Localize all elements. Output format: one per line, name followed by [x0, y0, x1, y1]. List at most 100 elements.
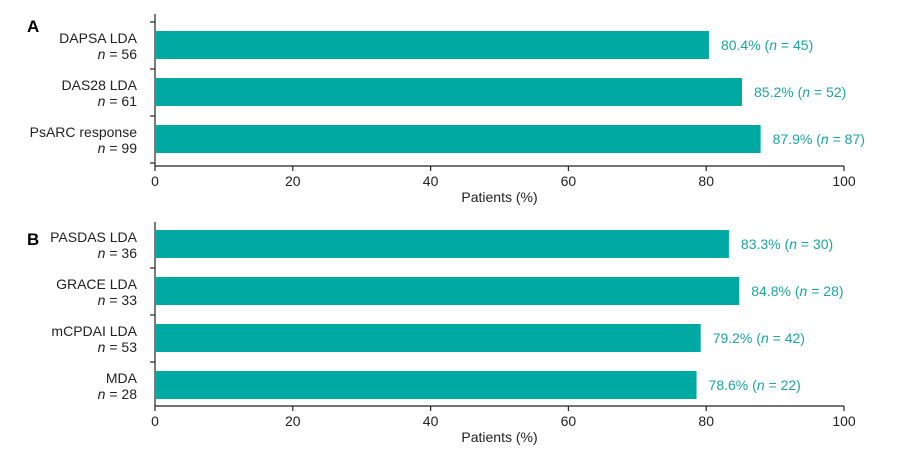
n-symbol: n: [757, 377, 765, 393]
data-label: 84.8% (n = 28): [751, 283, 843, 299]
equals-sign: =: [797, 236, 813, 252]
n-symbol: n: [789, 236, 797, 252]
paren-close: ): [829, 236, 834, 252]
n-symbol: n: [821, 131, 829, 147]
category-label: PsARC response: [30, 124, 138, 140]
equals-sign: =: [105, 46, 121, 62]
data-label-percent: 87.9%: [773, 131, 813, 147]
equals-sign: =: [810, 84, 826, 100]
data-label: 83.3% (n = 30): [741, 236, 833, 252]
sample-size-label: n = 28: [98, 386, 138, 402]
paren-close: ): [809, 37, 814, 53]
equals-sign: =: [105, 93, 121, 109]
equals-sign: =: [807, 283, 823, 299]
x-tick-label: 60: [561, 413, 577, 429]
category-label: DAS28 LDA: [62, 77, 138, 93]
sample-size-label: n = 33: [98, 292, 138, 308]
equals-sign: =: [105, 140, 121, 156]
data-label-n: 30: [813, 236, 829, 252]
data-label: 78.6% (n = 22): [709, 377, 801, 393]
equals-sign: =: [105, 292, 121, 308]
sample-size-label: n = 99: [98, 140, 138, 156]
x-tick-label: 0: [151, 173, 159, 189]
sample-size-value: 33: [121, 292, 137, 308]
paren-open: (: [791, 283, 800, 299]
n-symbol: n: [98, 245, 106, 261]
sample-size-value: 99: [121, 140, 137, 156]
data-label-percent: 79.2%: [713, 330, 753, 346]
data-label-percent: 85.2%: [754, 84, 794, 100]
data-label-n: 52: [826, 84, 842, 100]
sample-size-label: n = 61: [98, 93, 138, 109]
bar: [156, 371, 697, 399]
sample-size-value: 36: [121, 245, 137, 261]
n-symbol: n: [800, 283, 808, 299]
panel-letter: A: [27, 17, 39, 36]
paren-open: (: [761, 37, 770, 53]
x-axis-title: Patients (%): [461, 189, 537, 205]
n-symbol: n: [98, 292, 106, 308]
n-symbol: n: [98, 386, 106, 402]
data-label-n: 87: [845, 131, 861, 147]
x-tick-label: 0: [151, 413, 159, 429]
n-symbol: n: [98, 339, 106, 355]
x-axis-title: Patients (%): [461, 429, 537, 445]
data-label-n: 28: [823, 283, 839, 299]
equals-sign: =: [765, 377, 781, 393]
x-tick-label: 40: [423, 173, 439, 189]
paren-open: (: [794, 84, 803, 100]
data-label: 80.4% (n = 45): [721, 37, 813, 53]
data-label-percent: 83.3%: [741, 236, 781, 252]
sample-size-label: n = 36: [98, 245, 138, 261]
bar: [156, 277, 740, 305]
x-tick-label: 20: [285, 173, 301, 189]
sample-size-label: n = 56: [98, 46, 138, 62]
category-label: DAPSA LDA: [59, 30, 137, 46]
n-symbol: n: [98, 93, 106, 109]
paren-close: ): [796, 377, 801, 393]
bar: [156, 324, 701, 352]
data-label: 87.9% (n = 87): [773, 131, 865, 147]
bar: [156, 31, 709, 59]
data-label: 85.2% (n = 52): [754, 84, 846, 100]
data-label: 79.2% (n = 42): [713, 330, 805, 346]
paren-open: (: [781, 236, 790, 252]
paren-close: ): [860, 131, 865, 147]
sample-size-value: 61: [121, 93, 137, 109]
equals-sign: =: [829, 131, 845, 147]
equals-sign: =: [105, 245, 121, 261]
n-symbol: n: [802, 84, 810, 100]
x-tick-label: 40: [423, 413, 439, 429]
paren-close: ): [839, 283, 844, 299]
equals-sign: =: [777, 37, 793, 53]
data-label-percent: 80.4%: [721, 37, 761, 53]
equals-sign: =: [769, 330, 785, 346]
paren-open: (: [812, 131, 821, 147]
x-tick-label: 80: [698, 173, 714, 189]
paren-open: (: [748, 377, 757, 393]
equals-sign: =: [105, 339, 121, 355]
bar: [156, 125, 761, 153]
equals-sign: =: [105, 386, 121, 402]
x-tick-label: 60: [561, 173, 577, 189]
sample-size-value: 28: [121, 386, 137, 402]
panel-letter: B: [27, 230, 39, 249]
n-symbol: n: [98, 140, 106, 156]
sample-size-value: 56: [121, 46, 137, 62]
paren-close: ): [842, 84, 847, 100]
data-label-n: 45: [793, 37, 809, 53]
sample-size-value: 53: [121, 339, 137, 355]
data-label-percent: 84.8%: [751, 283, 791, 299]
n-symbol: n: [98, 46, 106, 62]
data-label-n: 42: [785, 330, 801, 346]
category-label: MDA: [106, 370, 138, 386]
x-tick-label: 100: [832, 173, 856, 189]
category-label: GRACE LDA: [56, 276, 138, 292]
bar: [156, 78, 743, 106]
bar: [156, 230, 729, 258]
data-label-n: 22: [781, 377, 797, 393]
